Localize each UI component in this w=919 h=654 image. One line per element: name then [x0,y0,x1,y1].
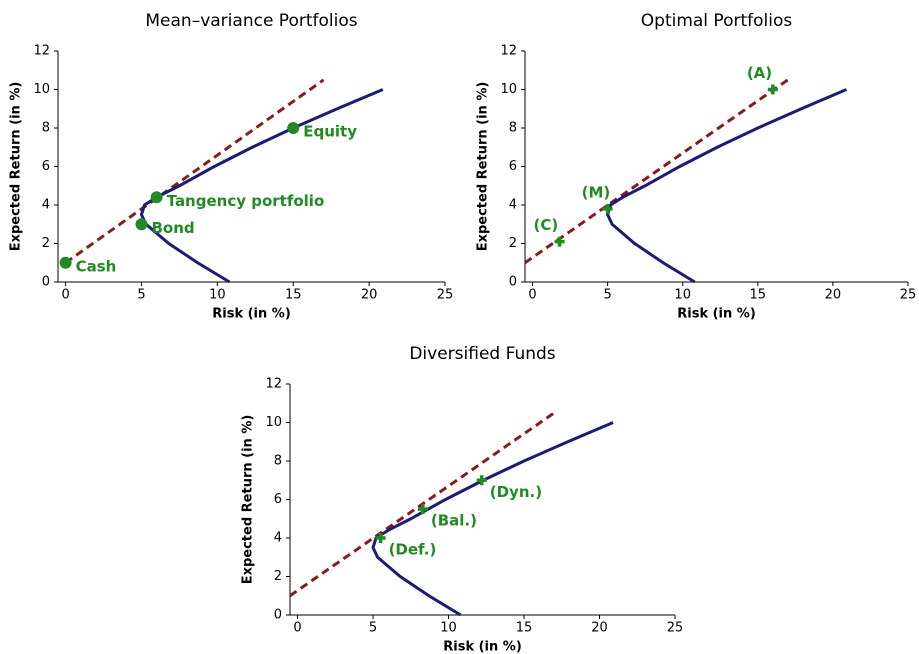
x-tick-label: 10 [209,288,226,303]
point [476,475,487,486]
point-label: Bond [151,219,194,237]
point-label: Cash [76,257,117,275]
efficient-frontier [139,88,384,284]
point-label: (A) [747,64,772,82]
x-tick-label: 15 [750,288,767,303]
y-tick-label: 0 [42,275,50,290]
efficient-frontier [606,88,848,284]
y-tick-label: 10 [500,82,517,97]
x-tick-label: 25 [437,288,454,303]
point [767,84,778,95]
x-tick-label: 5 [603,288,611,303]
y-tick-label: 8 [509,121,517,136]
y-tick-label: 4 [274,531,282,546]
y-axis-label: Expected Return (in %) [9,82,24,252]
x-tick-label: 5 [137,288,145,303]
point [375,533,386,543]
x-tick-label: 0 [528,288,536,303]
y-tick-label: 12 [265,377,282,392]
y-tick-label: 4 [509,198,517,213]
point-label: Tangency portfolio [167,192,325,210]
point [59,256,72,269]
y-tick-label: 0 [274,608,282,623]
y-tick-label: 12 [33,44,50,59]
chart-title: Mean–variance Portfolios [145,11,357,31]
point-label: (Bal.) [431,512,477,530]
point [602,203,613,214]
point-label: Equity [303,123,357,141]
y-tick-label: 2 [509,236,517,251]
point-label: (Def.) [389,541,437,559]
point [287,122,300,134]
x-tick-label: 20 [825,288,842,303]
y-tick-label: 10 [33,82,50,97]
x-tick-label: 20 [361,288,378,303]
x-tick-label: 25 [900,288,917,303]
x-axis-label: Risk (in %) [677,307,756,322]
y-tick-label: 10 [265,415,282,430]
y-tick-label: 2 [42,236,50,251]
x-axis-label: Risk (in %) [443,640,522,654]
x-tick-label: 25 [667,621,684,636]
point [417,504,428,515]
x-tick-label: 20 [591,621,608,636]
x-tick-label: 15 [285,288,302,303]
y-tick-label: 6 [509,159,517,174]
x-tick-label: 10 [440,621,457,636]
y-axis-label: Expected Return (in %) [241,415,256,585]
point [135,218,148,231]
capital-market-line [524,78,789,264]
chart-title: Optimal Portfolios [641,11,793,31]
y-tick-label: 2 [274,569,282,584]
x-tick-label: 15 [516,621,533,636]
x-axis-label: Risk (in %) [212,307,291,322]
x-tick-label: 10 [674,288,691,303]
y-tick-label: 8 [42,121,50,136]
y-tick-label: 6 [274,492,282,507]
efficient-frontier [371,421,614,617]
y-tick-label: 8 [274,454,282,469]
point [554,236,565,247]
y-tick-label: 6 [42,159,50,174]
x-tick-label: 5 [369,621,377,636]
y-tick-label: 4 [42,198,50,213]
y-axis-label: Expected Return (in %) [476,82,491,252]
capital-market-line [64,78,325,264]
x-tick-label: 0 [293,621,301,636]
chart-title: Diversified Funds [409,344,555,364]
point [150,191,163,204]
point-label: (M) [582,183,611,201]
x-tick-label: 0 [61,288,69,303]
y-tick-label: 12 [500,44,517,59]
y-tick-label: 0 [509,275,517,290]
point-label: (Dyn.) [490,483,542,501]
point-label: (C) [534,216,559,234]
